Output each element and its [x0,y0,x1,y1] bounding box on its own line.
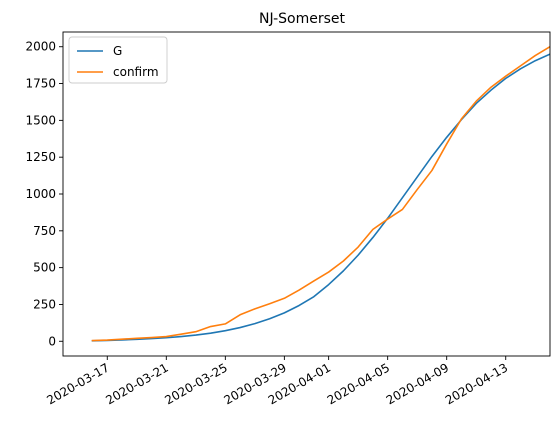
y-tick-label: 1500 [25,113,56,127]
x-tick-label: 2020-04-09 [384,360,451,407]
series-line-G [91,53,550,342]
y-tick-label: 1250 [25,150,56,164]
y-tick-label: 0 [48,334,56,348]
x-tick-label: 2020-03-25 [162,360,229,407]
legend-label-G: G [113,44,122,58]
x-tick-label: 2020-03-21 [103,360,170,407]
x-tick-label: 2020-04-13 [443,360,510,407]
y-tick-label: 1750 [25,77,56,91]
legend-label-confirm: confirm [113,65,159,79]
y-tick-label: 500 [33,261,56,275]
y-tick-label: 750 [33,224,56,238]
x-tick-label: 2020-04-05 [325,360,392,407]
y-tick-label: 2000 [25,40,56,54]
y-tick-label: 1000 [25,187,56,201]
chart-title: NJ-Somerset [259,11,346,27]
series-line-confirm [91,45,550,342]
axes: 0 250 500 750 1000 1250 1500 1750 2000 2020-03-17… [25,31,551,407]
x-tick-label: 2020-03-17 [44,360,111,407]
y-tick-label: 250 [33,297,56,311]
plot-area [91,45,550,342]
